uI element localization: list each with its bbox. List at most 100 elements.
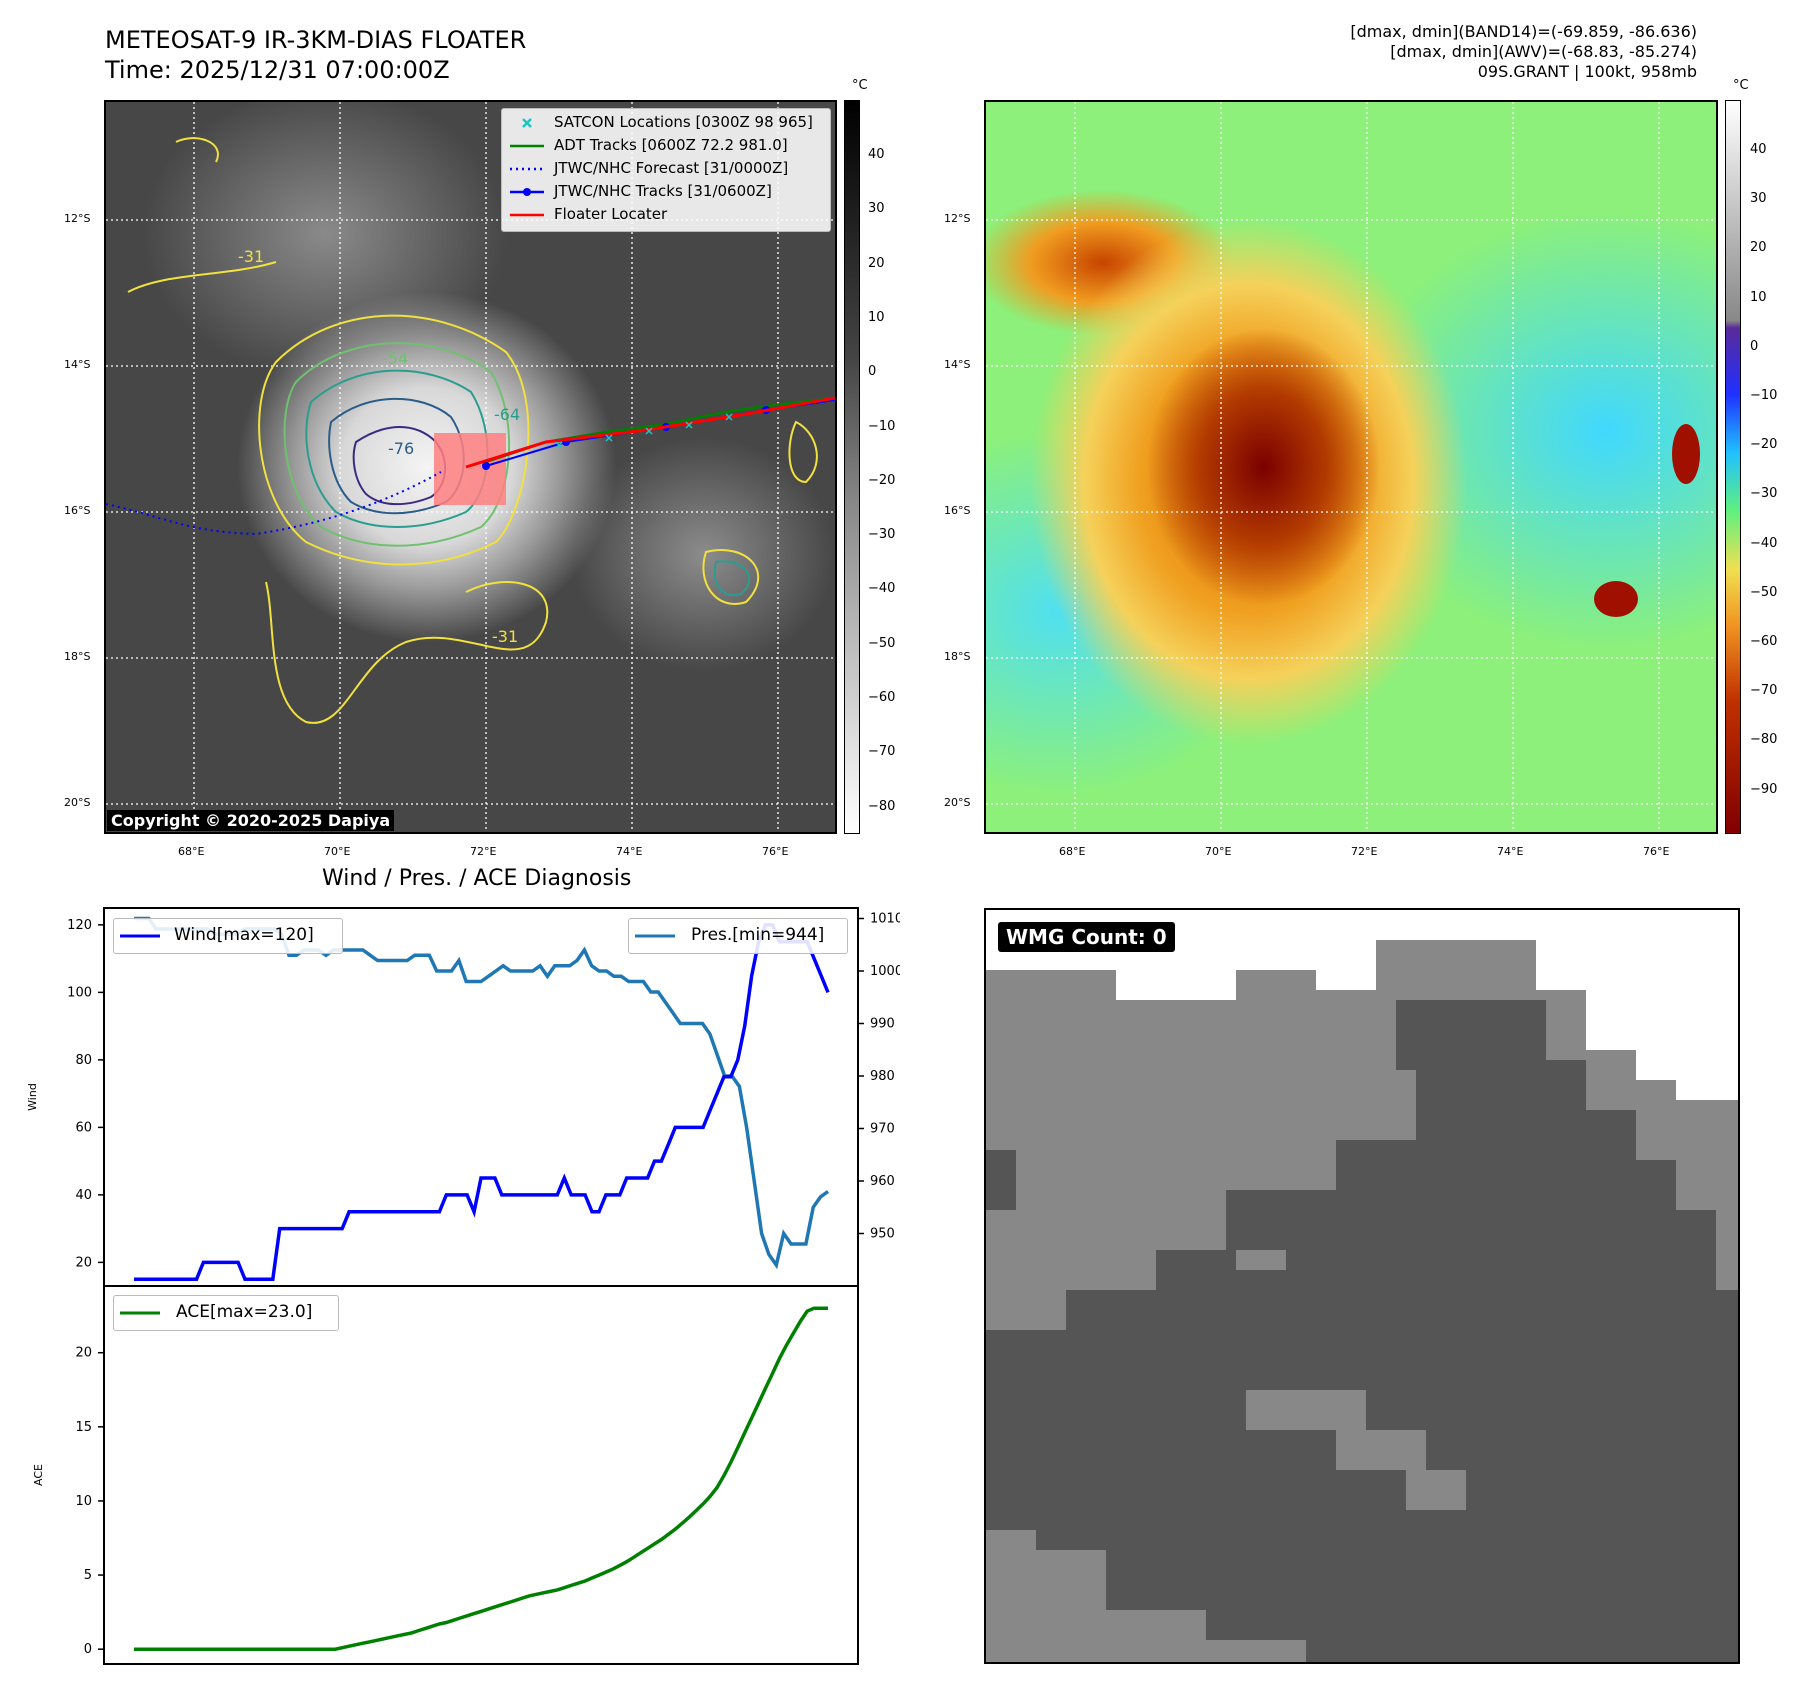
- colorbar-tick: 10: [868, 309, 885, 325]
- colorbar-tick: −80: [1750, 732, 1778, 748]
- solid-line-icon: [510, 213, 544, 217]
- lon-tick: 76°E: [1643, 845, 1670, 858]
- ace-axis-label: ACE: [32, 1464, 45, 1486]
- jtwc-forecast-track: [106, 471, 442, 536]
- y-tick-label: 20: [75, 1346, 92, 1361]
- colorbar-tick: −70: [868, 744, 896, 760]
- colorbar-tick: −90: [1750, 781, 1778, 797]
- y-tick-label: 60: [75, 1120, 92, 1135]
- colorbar-tick: −60: [868, 690, 896, 705]
- wind-legend: Wind[max=120]: [113, 918, 343, 954]
- colorbar-tick: −30: [868, 527, 896, 543]
- colorbar-tick: −50: [1750, 584, 1778, 600]
- colorbar-tick: −30: [1750, 486, 1778, 502]
- info-awv: [dmax, dmin](AWV)=(-68.83, -85.274): [1390, 42, 1697, 61]
- diagnosis-charts: 2040608010012095096097098099010001010Win…: [26, 907, 900, 1665]
- grayscale-colorbar: [844, 100, 860, 834]
- wmg-region-light: [1246, 1390, 1466, 1510]
- lat-tick: 18°S: [64, 650, 91, 663]
- colorbar-tick: −40: [868, 581, 896, 597]
- jtwc-track: [485, 399, 835, 467]
- pressure-series-line: [134, 916, 830, 1270]
- y-tick-label: 120: [67, 918, 92, 933]
- colorbar-tick: 40: [1750, 142, 1767, 157]
- colorbar-tick: 40: [868, 147, 885, 162]
- lat-tick: 12°S: [64, 212, 91, 225]
- info-band14: [dmax, dmin](BAND14)=(-69.859, -86.636): [1350, 22, 1697, 41]
- colorbar-tick: 20: [1750, 240, 1767, 256]
- lon-tick: 70°E: [1205, 845, 1232, 858]
- lat-tick: 14°S: [64, 358, 91, 371]
- pressure-legend: Pres.[min=944]: [628, 918, 848, 954]
- lat-tick: 18°S: [944, 650, 971, 663]
- x-marker-icon: [522, 118, 532, 128]
- ir-overlay: -31 -54 -64 -76 -31: [106, 102, 835, 832]
- info-storm: 09S.GRANT | 100kt, 958mb: [1477, 62, 1697, 81]
- colorbar-tick: −50: [868, 635, 896, 651]
- wind-axis-label: Wind: [26, 1083, 39, 1111]
- ace-chart: 0 5 10 15 20 ACE: [32, 1285, 859, 1665]
- lat-tick: 16°S: [64, 504, 91, 517]
- wind-legend-label: Wind[max=120]: [174, 925, 314, 945]
- colorbar-tick: −20: [868, 472, 896, 488]
- ace-legend-label: ACE[max=23.0]: [176, 1302, 313, 1322]
- lon-tick: 72°E: [470, 845, 497, 858]
- floater-locater-line: [465, 396, 835, 469]
- figure-title: METEOSAT-9 IR-3KM-DIAS FLOATER: [105, 26, 527, 54]
- cold-cloud: [1594, 581, 1638, 617]
- floater-box: [434, 433, 506, 505]
- colorbar-tick: −40: [1750, 535, 1778, 551]
- dot-line-icon: [510, 188, 544, 196]
- contour-label: -64: [494, 405, 520, 424]
- y2-tick-label: 990: [870, 1017, 895, 1032]
- wmg-region-light: [986, 1530, 1306, 1662]
- wmg-background: [986, 910, 1738, 1100]
- lat-tick: 20°S: [64, 796, 91, 809]
- y-tick-label: 40: [75, 1188, 92, 1203]
- legend-label: JTWC/NHC Tracks [31/0600Z]: [554, 182, 772, 200]
- contour-label: -31: [238, 247, 264, 266]
- colorbar-tick: 20: [868, 255, 885, 271]
- y-tick-label: 5: [84, 1568, 92, 1583]
- y2-tick-label: 960: [870, 1174, 895, 1189]
- plot-frame: [103, 907, 859, 1287]
- ace-legend: ACE[max=23.0]: [113, 1295, 339, 1331]
- colorbar-tick: −80: [868, 798, 896, 814]
- wmg-region-light: [986, 940, 1738, 1330]
- y2-tick-label: 980: [870, 1069, 895, 1084]
- info-block: [dmax, dmin](BAND14)=(-69.859, -86.636) …: [1350, 22, 1697, 82]
- colorbar-tick: −70: [1750, 683, 1778, 699]
- figure-time: Time: 2025/12/31 07:00:00Z: [105, 56, 450, 84]
- colorbar-tick: 30: [1750, 191, 1767, 207]
- solid-line-icon: [635, 934, 675, 938]
- wind-series-line: [134, 923, 830, 1282]
- ir-satellite-panel: -31 -54 -64 -76 -31 SATCON Locations [03…: [104, 100, 837, 834]
- colorbar-tick: −10: [1750, 388, 1778, 403]
- awv-gridlines: [986, 102, 1716, 832]
- colorbar-tick: 0: [1750, 338, 1759, 354]
- color-colorbar: [1725, 100, 1741, 834]
- colorbar-tick: 10: [1750, 289, 1767, 305]
- wmg-panel: WMG Count: 0: [984, 908, 1740, 1664]
- ir-legend: SATCON Locations [0300Z 98 965] ADT Trac…: [501, 108, 831, 232]
- lon-tick: 74°E: [616, 845, 643, 858]
- lon-tick: 68°E: [1059, 845, 1086, 858]
- cold-cloud: [1672, 424, 1700, 484]
- dotted-line-icon: [510, 167, 544, 171]
- y-tick-label: 100: [67, 985, 92, 1000]
- y-tick-label: 15: [75, 1420, 92, 1435]
- solid-line-icon: [120, 934, 160, 938]
- solid-line-icon: [120, 1311, 160, 1315]
- y-tick-label: 20: [75, 1255, 92, 1270]
- diagnosis-title: Wind / Pres. / ACE Diagnosis: [322, 866, 632, 891]
- y2-tick-label: 1000: [870, 964, 900, 979]
- copyright-label: Copyright © 2020-2025 Dapiya: [107, 810, 395, 831]
- wmg-count-badge: WMG Count: 0: [998, 922, 1175, 952]
- colorbar-unit: °C: [1733, 78, 1749, 93]
- lon-tick: 68°E: [178, 845, 205, 858]
- wmg-region-light: [1236, 1250, 1286, 1270]
- awv-overlay: [986, 102, 1716, 832]
- lon-tick: 72°E: [1351, 845, 1378, 858]
- wind-pressure-chart: 20 40 60 80 100 120 950 960 970 980 990 1000 1010 Win…: [26, 907, 900, 1287]
- colorbar-unit: °C: [852, 78, 868, 93]
